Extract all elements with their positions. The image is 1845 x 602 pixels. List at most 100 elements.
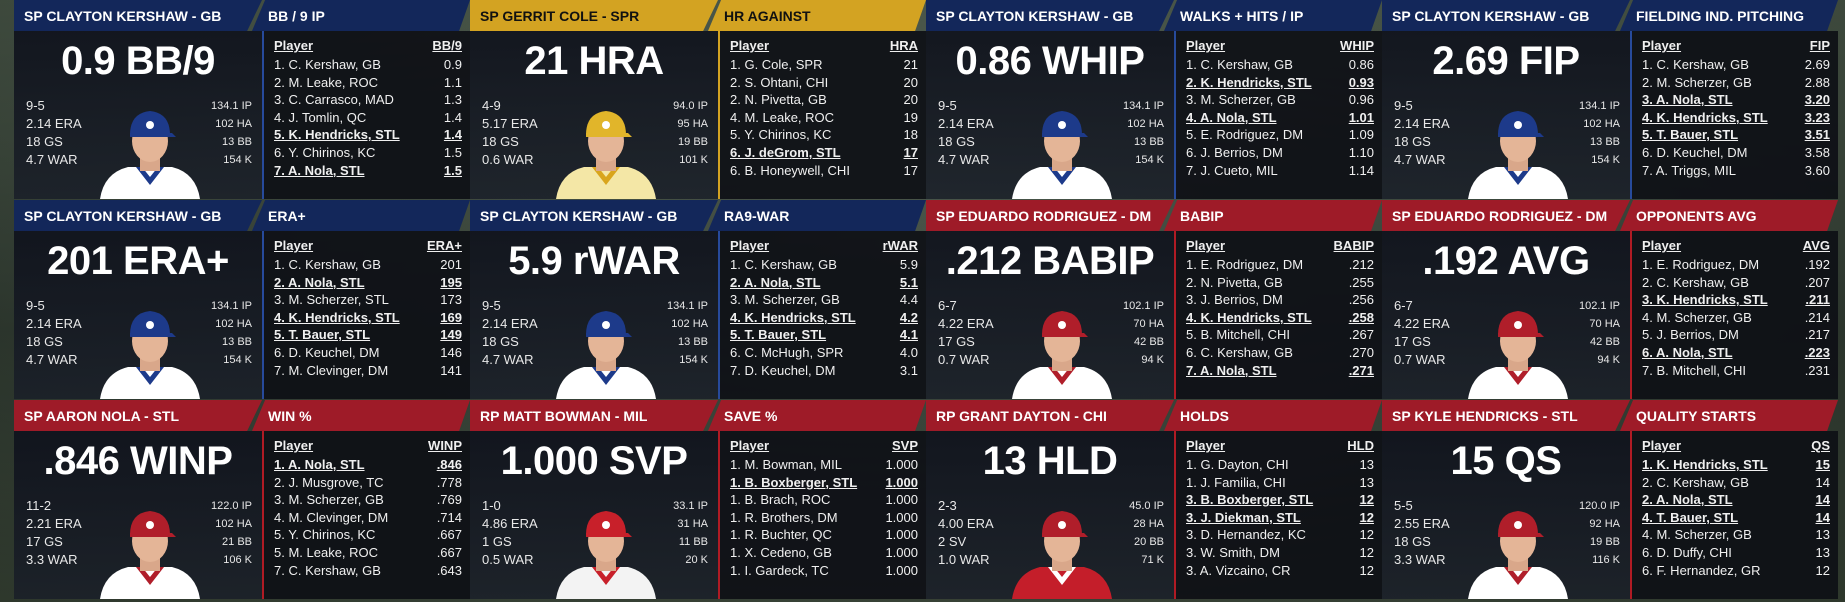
table-row[interactable]: 2. C. Kershaw, GB 14 <box>1642 474 1830 492</box>
table-row[interactable]: 4. A. Nola, STL 1.01 <box>1186 109 1374 127</box>
leader-card-3[interactable]: SP CLAYTON KERSHAW - GB FIELDING IND. PI… <box>1382 0 1838 199</box>
table-row[interactable]: 1. E. Rodriguez, DM .212 <box>1186 256 1374 274</box>
table-row[interactable]: 5. E. Rodriguez, DM 1.09 <box>1186 126 1374 144</box>
table-row[interactable]: 5. T. Bauer, STL 149 <box>274 326 462 344</box>
table-row[interactable]: 5. M. Leake, ROC .667 <box>274 544 462 562</box>
leader-card-7[interactable]: SP EDUARDO RODRIGUEZ - DM OPPONENTS AVG … <box>1382 200 1838 399</box>
leader-panel: 5.9 rWAR 9-5 2.14 ERA 18 GS 4.7 WAR 134.1 I… <box>470 231 718 399</box>
leader-card-6[interactable]: SP EDUARDO RODRIGUEZ - DM BABIP .212 BAB… <box>926 200 1382 399</box>
table-row[interactable]: 6. J. deGrom, STL 17 <box>730 144 918 162</box>
table-row[interactable]: 1. C. Kershaw, GB 2.69 <box>1642 56 1830 74</box>
table-row[interactable]: 2. M. Leake, ROC 1.1 <box>274 74 462 92</box>
table-row[interactable]: 3. J. Diekman, STL 12 <box>1186 509 1374 527</box>
table-row[interactable]: 4. K. Hendricks, STL 3.23 <box>1642 109 1830 127</box>
table-row[interactable]: 1. R. Buchter, QC 1.000 <box>730 526 918 544</box>
table-row[interactable]: 1. C. Kershaw, GB 5.9 <box>730 256 918 274</box>
table-row[interactable]: 1. K. Hendricks, STL 15 <box>1642 456 1830 474</box>
table-row[interactable]: 4. J. Tomlin, QC 1.4 <box>274 109 462 127</box>
table-row[interactable]: 1. A. Nola, STL .846 <box>274 456 462 474</box>
table-row[interactable]: 1. C. Kershaw, GB 0.86 <box>1186 56 1374 74</box>
table-row[interactable]: 4. T. Bauer, STL 14 <box>1642 509 1830 527</box>
table-row[interactable]: 2. S. Ohtani, CHI 20 <box>730 74 918 92</box>
table-row[interactable]: 4. M. Leake, ROC 19 <box>730 109 918 127</box>
table-row[interactable]: 6. A. Nola, STL .223 <box>1642 344 1830 362</box>
table-row[interactable]: 7. C. Kershaw, GB .643 <box>274 562 462 580</box>
table-row[interactable]: 2. C. Kershaw, GB .207 <box>1642 274 1830 292</box>
table-row[interactable]: 3. M. Scherzer, STL 173 <box>274 291 462 309</box>
table-row[interactable]: 3. W. Smith, DM 12 <box>1186 544 1374 562</box>
row-value: 149 <box>440 327 462 343</box>
leader-card-1[interactable]: SP GERRIT COLE - SPR HR AGAINST 21 HRA 4… <box>470 0 926 199</box>
table-row[interactable]: 4. M. Clevinger, DM .714 <box>274 509 462 527</box>
leader-card-9[interactable]: RP MATT BOWMAN - MIL SAVE % 1.000 SVP 1-… <box>470 400 926 599</box>
leader-card-8[interactable]: SP AARON NOLA - STL WIN % .846 WINP 11-2… <box>14 400 470 599</box>
table-row[interactable]: 7. J. Cueto, MIL 1.14 <box>1186 162 1374 180</box>
table-row[interactable]: 3. C. Carrasco, MAD 1.3 <box>274 91 462 109</box>
table-row[interactable]: 3. M. Scherzer, GB 4.4 <box>730 291 918 309</box>
table-row[interactable]: 6. B. Honeywell, CHI 17 <box>730 162 918 180</box>
table-row[interactable]: 6. J. Berrios, DM 1.10 <box>1186 144 1374 162</box>
table-row[interactable]: 7. A. Nola, STL 1.5 <box>274 162 462 180</box>
table-row[interactable]: 7. D. Keuchel, DM 3.1 <box>730 362 918 380</box>
table-row[interactable]: 1. G. Dayton, CHI 13 <box>1186 456 1374 474</box>
table-row[interactable]: 1. C. Kershaw, GB 201 <box>274 256 462 274</box>
leader-card-2[interactable]: SP CLAYTON KERSHAW - GB WALKS + HITS / I… <box>926 0 1382 199</box>
table-row[interactable]: 3. M. Scherzer, GB .769 <box>274 491 462 509</box>
table-row[interactable]: 1. J. Familia, CHI 13 <box>1186 474 1374 492</box>
table-row[interactable]: 1. B. Brach, ROC 1.000 <box>730 491 918 509</box>
leader-card-5[interactable]: SP CLAYTON KERSHAW - GB RA9-WAR 5.9 rWAR… <box>470 200 926 399</box>
table-row[interactable]: 3. A. Nola, STL 3.20 <box>1642 91 1830 109</box>
table-row[interactable]: 4. K. Hendricks, STL 169 <box>274 309 462 327</box>
table-row[interactable]: 2. J. Musgrove, TC .778 <box>274 474 462 492</box>
table-row[interactable]: 1. G. Cole, SPR 21 <box>730 56 918 74</box>
table-row[interactable]: 4. M. Scherzer, GB 13 <box>1642 526 1830 544</box>
table-row[interactable]: 5. Y. Chirinos, KC 18 <box>730 126 918 144</box>
table-row[interactable]: 7. A. Triggs, MIL 3.60 <box>1642 162 1830 180</box>
table-row[interactable]: 2. A. Nola, STL 195 <box>274 274 462 292</box>
table-row[interactable]: 5. Y. Chirinos, KC .667 <box>274 526 462 544</box>
table-row[interactable]: 5. B. Mitchell, CHI .267 <box>1186 326 1374 344</box>
leader-card-4[interactable]: SP CLAYTON KERSHAW - GB ERA+ 201 ERA+ 9-… <box>14 200 470 399</box>
table-row[interactable]: 6. C. McHugh, SPR 4.0 <box>730 344 918 362</box>
table-row[interactable]: 1. C. Kershaw, GB 0.9 <box>274 56 462 74</box>
table-row[interactable]: 2. K. Hendricks, STL 0.93 <box>1186 74 1374 92</box>
table-row[interactable]: 1. I. Gardeck, TC 1.000 <box>730 562 918 580</box>
table-row[interactable]: 6. F. Hernandez, GR 12 <box>1642 562 1830 580</box>
table-row[interactable]: 6. D. Keuchel, DM 3.58 <box>1642 144 1830 162</box>
table-row[interactable]: 5. J. Berrios, DM .217 <box>1642 326 1830 344</box>
table-row[interactable]: 6. D. Keuchel, DM 146 <box>274 344 462 362</box>
table-row[interactable]: 1. R. Brothers, DM 1.000 <box>730 509 918 527</box>
table-row[interactable]: 3. K. Hendricks, STL .211 <box>1642 291 1830 309</box>
table-row[interactable]: 5. T. Bauer, STL 4.1 <box>730 326 918 344</box>
table-row[interactable]: 3. J. Berrios, DM .256 <box>1186 291 1374 309</box>
table-row[interactable]: 2. N. Pivetta, GB .255 <box>1186 274 1374 292</box>
leader-card-10[interactable]: RP GRANT DAYTON - CHI HOLDS 13 HLD 2-3 4.… <box>926 400 1382 599</box>
table-row[interactable]: 4. K. Hendricks, STL 4.2 <box>730 309 918 327</box>
table-row[interactable]: 3. A. Vizcaino, CR 12 <box>1186 562 1374 580</box>
table-row[interactable]: 4. K. Hendricks, STL .258 <box>1186 309 1374 327</box>
table-row[interactable]: 1. M. Bowman, MIL 1.000 <box>730 456 918 474</box>
table-row[interactable]: 2. M. Scherzer, GB 2.88 <box>1642 74 1830 92</box>
table-row[interactable]: 2. N. Pivetta, GB 20 <box>730 91 918 109</box>
table-row[interactable]: 3. M. Scherzer, GB 0.96 <box>1186 91 1374 109</box>
row-player: 7. J. Cueto, MIL <box>1186 162 1278 178</box>
table-row[interactable]: 3. D. Hernandez, KC 12 <box>1186 526 1374 544</box>
row-player: 2. A. Nola, STL <box>730 274 821 290</box>
table-row[interactable]: 6. Y. Chirinos, KC 1.5 <box>274 144 462 162</box>
table-row[interactable]: 1. B. Boxberger, STL 1.000 <box>730 474 918 492</box>
table-row[interactable]: 6. C. Kershaw, GB .270 <box>1186 344 1374 362</box>
table-row[interactable]: 7. M. Clevinger, DM 141 <box>274 362 462 380</box>
table-row[interactable]: 5. K. Hendricks, STL 1.4 <box>274 126 462 144</box>
table-row[interactable]: 4. M. Scherzer, GB .214 <box>1642 309 1830 327</box>
leader-card-11[interactable]: SP KYLE HENDRICKS - STL QUALITY STARTS 1… <box>1382 400 1838 599</box>
table-row[interactable]: 2. A. Nola, STL 5.1 <box>730 274 918 292</box>
table-row[interactable]: 1. X. Cedeno, GB 1.000 <box>730 544 918 562</box>
table-row[interactable]: 3. B. Boxberger, STL 12 <box>1186 491 1374 509</box>
leader-card-0[interactable]: SP CLAYTON KERSHAW - GB BB / 9 IP 0.9 BB… <box>14 0 470 199</box>
table-row[interactable]: 7. B. Mitchell, CHI .231 <box>1642 362 1830 380</box>
table-row[interactable]: 2. A. Nola, STL 14 <box>1642 491 1830 509</box>
table-row[interactable]: 6. D. Duffy, CHI 13 <box>1642 544 1830 562</box>
table-row[interactable]: 5. T. Bauer, STL 3.51 <box>1642 126 1830 144</box>
table-row[interactable]: 1. E. Rodriguez, DM .192 <box>1642 256 1830 274</box>
table-row[interactable]: 7. A. Nola, STL .271 <box>1186 362 1374 380</box>
